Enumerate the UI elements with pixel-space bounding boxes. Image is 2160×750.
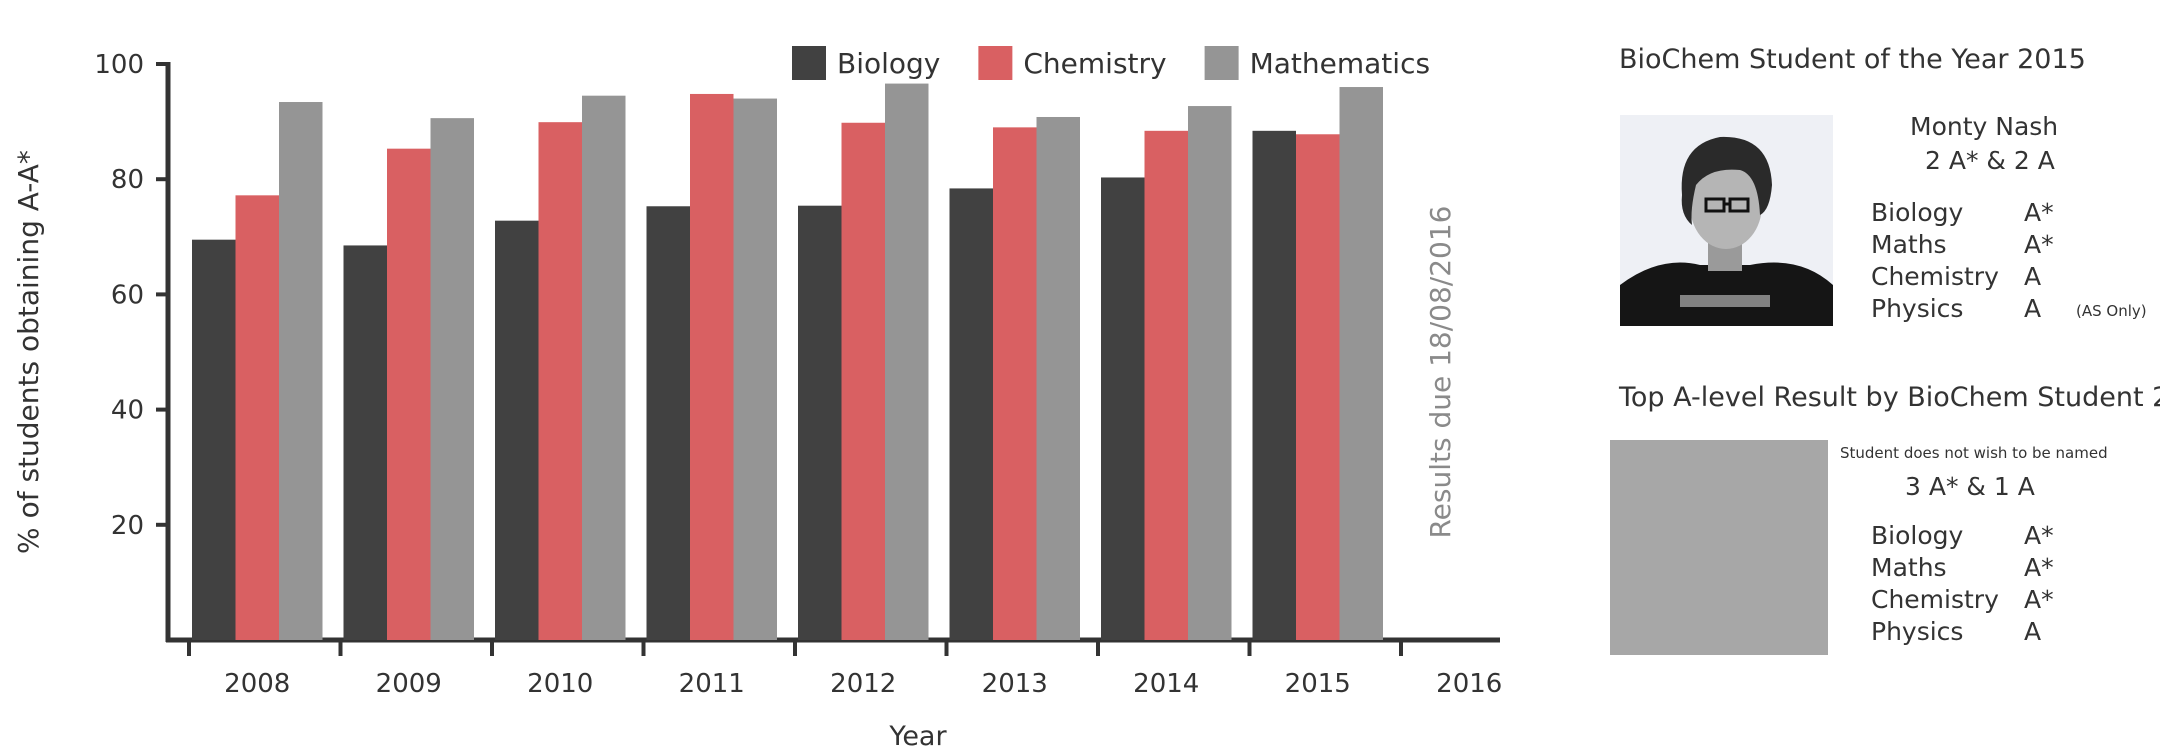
result-row: Maths A*	[1871, 552, 2151, 584]
bar-biology-2008	[192, 239, 236, 640]
bar-mathematics-2011	[733, 98, 777, 640]
result-row: Biology A*	[1871, 197, 2151, 229]
bar-chemistry-2011	[690, 93, 734, 640]
top-result-summary: 3 A* & 1 A	[1905, 472, 2035, 501]
student-of-year-results: Biology A* Maths A* Chemistry A Physics …	[1871, 197, 2151, 325]
legend-swatch-biology	[792, 46, 826, 80]
x-tick-label: 2012	[830, 669, 896, 699]
bar-chemistry-2009	[387, 148, 431, 640]
legend-swatch-chemistry	[978, 46, 1013, 80]
x-tick-label: 2013	[982, 669, 1048, 699]
grade-value: A	[2024, 262, 2042, 291]
grade-value: A*	[2024, 230, 2054, 259]
legend-label-biology: Biology	[837, 47, 940, 80]
x-tick-label: 2015	[1285, 669, 1351, 699]
bar-chemistry-2014	[1144, 130, 1188, 641]
bar-biology-2010	[495, 220, 539, 640]
grade-value: A	[2024, 617, 2042, 646]
bar-mathematics-2008	[279, 102, 323, 641]
bar-biology-2009	[343, 245, 387, 640]
result-row: Maths A*	[1871, 229, 2151, 261]
student-of-year-title: BioChem Student of the Year 2015	[1619, 44, 2086, 75]
bar-mathematics-2012	[885, 83, 929, 641]
x-tick-label: 2011	[679, 669, 745, 699]
top-result-title: Top A-level Result by BioChem Student 20…	[1619, 382, 2160, 413]
x-tick-label: 2009	[376, 669, 442, 699]
bar-chemistry-2008	[235, 195, 279, 640]
student-summary: 2 A* & 2 A	[1925, 146, 2055, 175]
grade-value: A*	[2024, 553, 2054, 582]
subject-label: Maths	[1871, 230, 1947, 259]
x-tick-label: 2016	[1436, 669, 1502, 699]
bar-biology-2015	[1252, 130, 1296, 641]
bar-biology-2011	[646, 206, 690, 640]
x-tick-label: 2008	[224, 669, 290, 699]
bar-chemistry-2015	[1296, 134, 1340, 640]
photo-placeholder	[1610, 440, 1828, 655]
legend-label-chemistry: Chemistry	[1023, 47, 1166, 80]
as-only-note: (AS Only)	[2076, 302, 2147, 320]
anonymous-note: Student does not wish to be named	[1840, 444, 2108, 462]
subject-label: Biology	[1871, 521, 1964, 550]
x-tick-label: 2010	[527, 669, 593, 699]
y-tick-label: 80	[111, 165, 144, 195]
y-tick-label: 60	[111, 280, 144, 310]
bar-biology-2013	[949, 188, 993, 640]
result-row: Biology A*	[1871, 520, 2151, 552]
y-tick-label: 40	[111, 396, 144, 426]
bar-mathematics-2015	[1339, 87, 1383, 641]
bar-chemistry-2013	[993, 127, 1037, 641]
subject-label: Physics	[1871, 294, 1964, 323]
bar-chemistry-2010	[538, 122, 582, 640]
x-tick-label: 2014	[1133, 669, 1199, 699]
subject-label: Physics	[1871, 617, 1964, 646]
result-row: Physics A (AS Only)	[1871, 293, 2151, 325]
subject-label: Chemistry	[1871, 262, 1999, 291]
y-axis-title: % of students obtaining A-A*	[12, 150, 45, 554]
subject-label: Chemistry	[1871, 585, 1999, 614]
legend-swatch-mathematics	[1204, 46, 1239, 80]
bar-chart: 20 40 60 80 100 2008 2009 2010 2011 2012 2013 2014 2…	[12, 46, 1502, 750]
bar-mathematics-2013	[1036, 116, 1080, 640]
result-row: Chemistry A*	[1871, 584, 2151, 616]
student-photo	[1620, 115, 1833, 326]
results-due-annotation: Results due 18/08/2016	[1424, 205, 1457, 538]
student-name: Monty Nash	[1910, 112, 2059, 141]
bar-mathematics-2014	[1188, 106, 1232, 641]
top-result-results: Biology A* Maths A* Chemistry A* Physics…	[1871, 520, 2151, 648]
legend-label-mathematics: Mathematics	[1250, 47, 1430, 80]
grade-value: A	[2024, 294, 2042, 323]
result-row: Physics A	[1871, 616, 2151, 648]
bar-chemistry-2012	[841, 122, 885, 640]
bar-mathematics-2010	[582, 95, 626, 641]
y-tick-label: 100	[94, 50, 144, 80]
grade-value: A*	[2024, 585, 2054, 614]
subject-label: Biology	[1871, 198, 1964, 227]
result-row: Chemistry A	[1871, 261, 2151, 293]
x-axis-title: Year	[888, 721, 947, 750]
grade-value: A*	[2024, 521, 2054, 550]
bar-mathematics-2009	[430, 118, 474, 641]
y-tick-label: 20	[111, 511, 144, 541]
bar-biology-2014	[1101, 177, 1145, 641]
bar-biology-2012	[798, 205, 842, 641]
grade-value: A*	[2024, 198, 2054, 227]
subject-label: Maths	[1871, 553, 1947, 582]
